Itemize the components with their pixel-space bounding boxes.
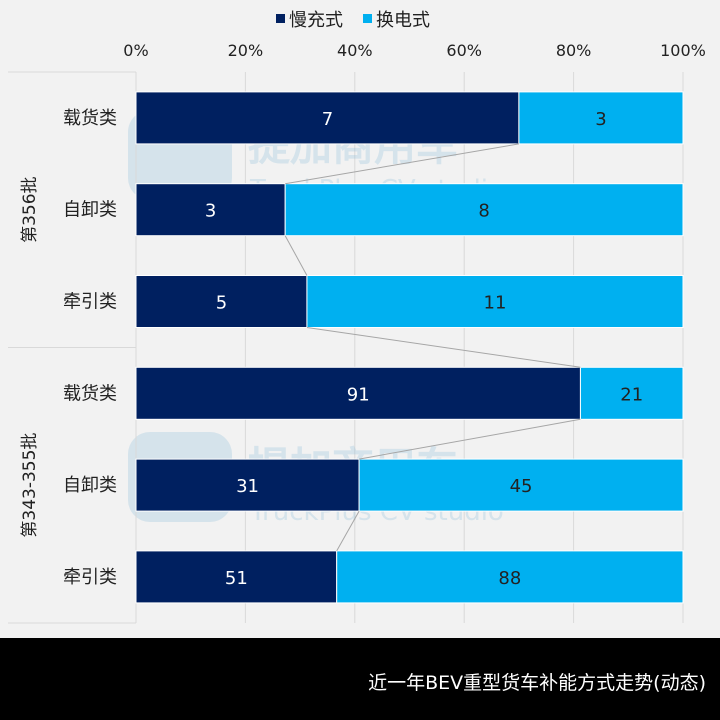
bar-segment	[135, 550, 338, 604]
series-line	[285, 143, 519, 185]
x-tick-label: 60%	[446, 41, 482, 60]
data-label: 11	[484, 293, 507, 314]
legend-label: 慢充式	[289, 10, 343, 31]
bar-segment	[284, 183, 684, 237]
data-label: 88	[498, 568, 521, 589]
caption-text: 近一年BEV重型货车补能方式走势(动态)	[368, 672, 706, 694]
data-label: 3	[595, 109, 606, 130]
category-label: 自卸类	[63, 200, 117, 221]
legend-swatch	[363, 14, 372, 23]
data-label: 91	[347, 384, 370, 405]
category-label: 自卸类	[63, 475, 117, 496]
caption-bar: 近一年BEV重型货车补能方式走势(动态)	[0, 638, 720, 720]
series-line	[284, 235, 308, 276]
group-label: 第356批	[20, 176, 40, 242]
bar-segment	[358, 458, 684, 512]
series-line	[306, 327, 581, 368]
bar-segment	[135, 275, 308, 328]
data-label: 7	[322, 109, 333, 130]
legend-swatch	[276, 14, 285, 23]
bar-segment	[579, 366, 684, 420]
category-label: 载货类	[63, 383, 117, 404]
data-label: 8	[478, 201, 489, 222]
bar-segment	[306, 275, 684, 328]
series-line	[359, 418, 581, 460]
data-label: 5	[216, 293, 227, 314]
data-label: 3	[205, 201, 216, 222]
bar-segment	[135, 366, 581, 420]
bar-segment	[518, 91, 684, 145]
bar-segment	[135, 183, 286, 237]
x-tick-label: 80%	[556, 41, 592, 60]
bar-segment	[135, 458, 360, 512]
category-label: 牵引类	[63, 567, 117, 588]
category-label: 牵引类	[63, 292, 117, 313]
series-line	[336, 510, 360, 552]
x-tick-label: 100%	[660, 41, 706, 60]
x-tick-label: 20%	[228, 41, 264, 60]
data-label: 45	[510, 476, 533, 497]
data-label: 31	[236, 476, 259, 497]
legend-label: 换电式	[376, 10, 430, 31]
category-label: 载货类	[63, 108, 117, 129]
group-label: 第343-355批	[20, 433, 40, 538]
data-label: 51	[225, 568, 248, 589]
bar-segment	[336, 550, 684, 604]
data-label: 21	[620, 384, 643, 405]
x-tick-label: 0%	[123, 41, 148, 60]
x-tick-label: 40%	[337, 41, 373, 60]
